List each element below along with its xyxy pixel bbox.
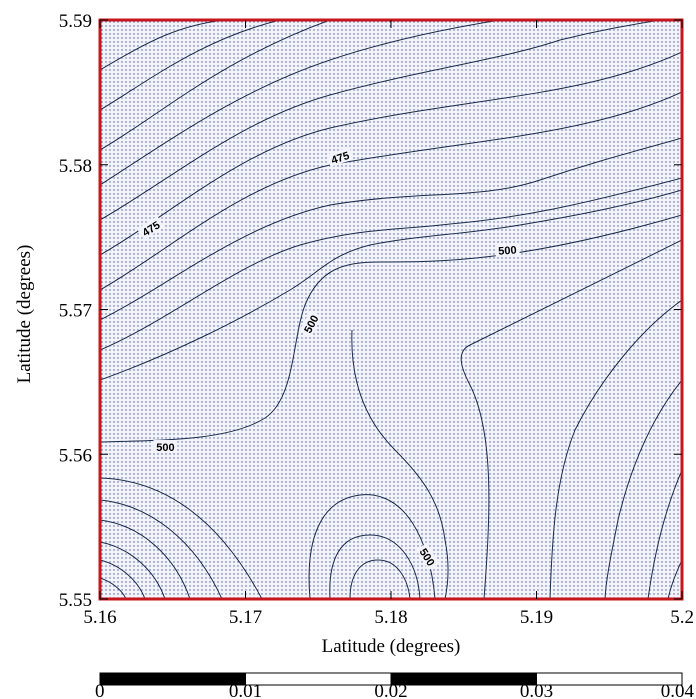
contour-line [460, 239, 682, 599]
contour-label-bg [494, 242, 520, 257]
scale-bar-segment [390, 672, 537, 686]
contour-line [329, 534, 421, 599]
contour-line [549, 299, 682, 599]
contour-line [100, 20, 501, 186]
y-axis-title: Latitude (degrees) [14, 245, 35, 384]
x-axis-ticks: 5.16 5.17 5.18 5.19 5.2 [83, 20, 694, 628]
contour-line [349, 559, 411, 599]
x-tick-label: 5.18 [374, 607, 407, 628]
y-tick-label: 5.55 [59, 590, 92, 611]
contour-line [100, 214, 682, 443]
contour-line [100, 541, 166, 599]
y-tick-label: 5.58 [59, 156, 92, 177]
contour-line [100, 519, 191, 599]
scale-bar-label: 0.04 [661, 681, 695, 699]
contour-label-bg [299, 310, 322, 338]
contour-line [667, 559, 682, 599]
contour-lines [100, 20, 682, 599]
contour-line [100, 137, 682, 321]
contour-label-bg [153, 440, 178, 454]
x-tick-label: 5.19 [520, 607, 553, 628]
contour-line [100, 51, 682, 256]
plot-area [100, 20, 682, 599]
contour-line [100, 577, 127, 599]
contour-line [351, 329, 449, 599]
x-tick-label: 5.17 [229, 607, 262, 628]
scale-bar-label: 0 [95, 681, 105, 699]
scale-bar-label: 0.01 [229, 681, 262, 699]
y-tick-label: 5.57 [59, 301, 92, 322]
contour-line [100, 20, 331, 151]
scale-bar-segment [245, 672, 392, 686]
scale-bar-segment [99, 672, 246, 686]
contour-line [100, 20, 226, 71]
contour-label-bg [137, 216, 165, 240]
x-tick-label: 5.2 [670, 607, 694, 628]
contour-label: 500 [498, 245, 517, 258]
y-axis-ticks: 5.55 5.56 5.57 5.58 5.59 [59, 11, 682, 611]
y-tick-label: 5.56 [59, 445, 92, 466]
contour-label: 500 [156, 442, 174, 454]
x-tick-label: 5.16 [83, 607, 116, 628]
scale-bar: 0 0.01 0.02 0.03 0.04 [95, 672, 695, 699]
contour-line [604, 379, 682, 599]
contour-line [100, 189, 682, 381]
contour-line [100, 20, 661, 221]
contour-line [100, 91, 682, 291]
contour-line [100, 177, 682, 351]
contour-label: 475 [330, 150, 351, 167]
contour-label-group: 500 [494, 242, 520, 258]
contour-label-group: 475 [326, 147, 354, 167]
contour-line [100, 559, 146, 599]
contour-label-group: 500 [153, 440, 178, 454]
contour-label-bg [415, 543, 440, 571]
contour-line [100, 477, 263, 599]
y-tick-label: 5.59 [59, 11, 92, 32]
scale-bar-segment [536, 672, 683, 686]
contour-label-bg [326, 147, 354, 167]
scale-bar-label: 0.03 [520, 681, 553, 699]
x-axis-title: Latitude (degrees) [322, 636, 461, 657]
scale-bar-label: 0.02 [374, 681, 407, 699]
contour-line [100, 20, 281, 111]
contour-line [647, 469, 682, 599]
contour-line [100, 499, 223, 599]
